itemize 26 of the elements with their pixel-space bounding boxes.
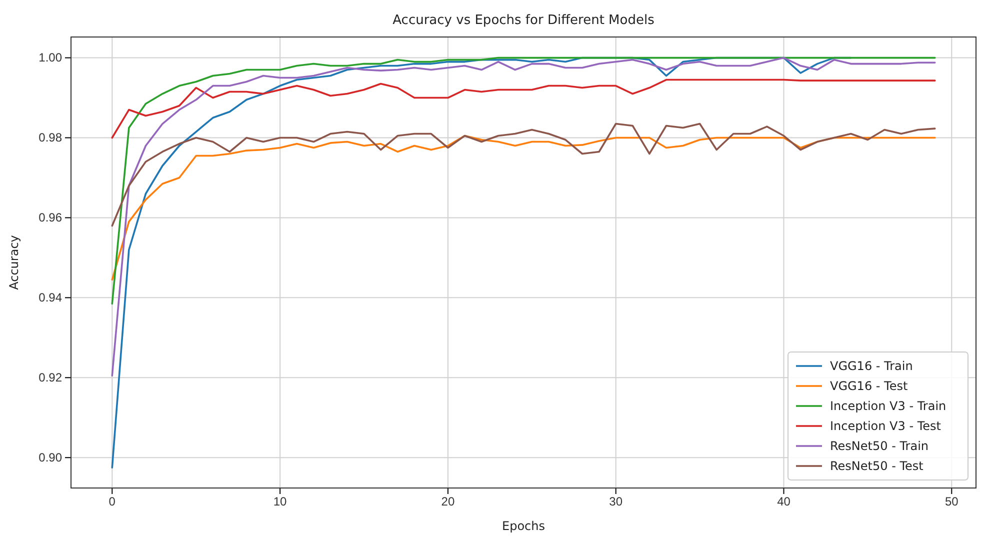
y-tick-label: 0.90 <box>38 450 62 464</box>
legend-label: VGG16 - Train <box>830 359 913 373</box>
legend-label: Inception V3 - Test <box>830 419 942 433</box>
line-series <box>111 78 936 139</box>
y-tick-label: 0.98 <box>38 130 62 145</box>
chart-title: Accuracy vs Epochs for Different Models <box>392 13 655 28</box>
y-tick-label: 1.00 <box>38 50 62 65</box>
x-tick-label: 20 <box>441 494 455 509</box>
legend-label: ResNet50 - Train <box>830 439 929 453</box>
x-axis-title: Epochs <box>502 519 545 533</box>
line-series <box>111 56 936 377</box>
y-tick-label: 0.96 <box>38 210 62 225</box>
x-tick-label: 10 <box>273 494 288 509</box>
y-tick-label: 0.94 <box>38 290 62 305</box>
x-tick-label: 50 <box>944 494 959 509</box>
x-tick-label: 0 <box>108 494 116 509</box>
line-series <box>111 122 936 227</box>
x-tick-label: 30 <box>609 494 623 509</box>
legend-label: VGG16 - Test <box>830 379 908 393</box>
y-tick-label: 0.92 <box>38 370 62 384</box>
y-axis-title: Accuracy <box>7 235 21 290</box>
line-series <box>111 134 936 281</box>
x-tick-label: 40 <box>777 494 791 509</box>
line-series <box>111 56 936 305</box>
legend-label: Inception V3 - Train <box>830 399 946 413</box>
legend-label: ResNet50 - Test <box>830 459 924 473</box>
